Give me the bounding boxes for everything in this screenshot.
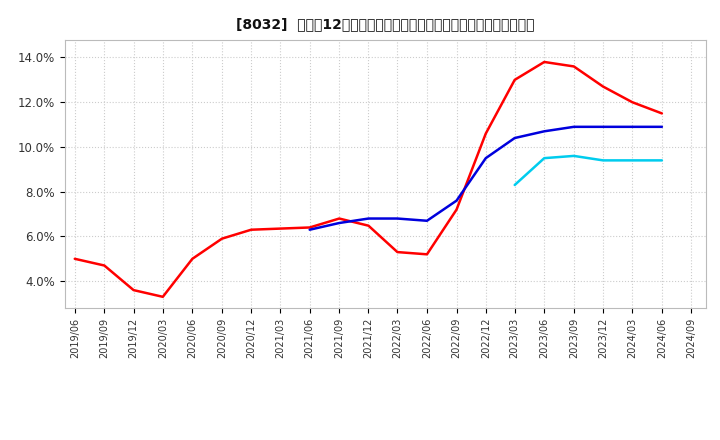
Title: [8032]  売上高12か月移動合計の対前年同期増減率の標準偏差の推移: [8032] 売上高12か月移動合計の対前年同期増減率の標準偏差の推移 [236, 18, 534, 32]
Legend: 3年, 5年, 7年, 10年: 3年, 5年, 7年, 10年 [216, 439, 554, 440]
